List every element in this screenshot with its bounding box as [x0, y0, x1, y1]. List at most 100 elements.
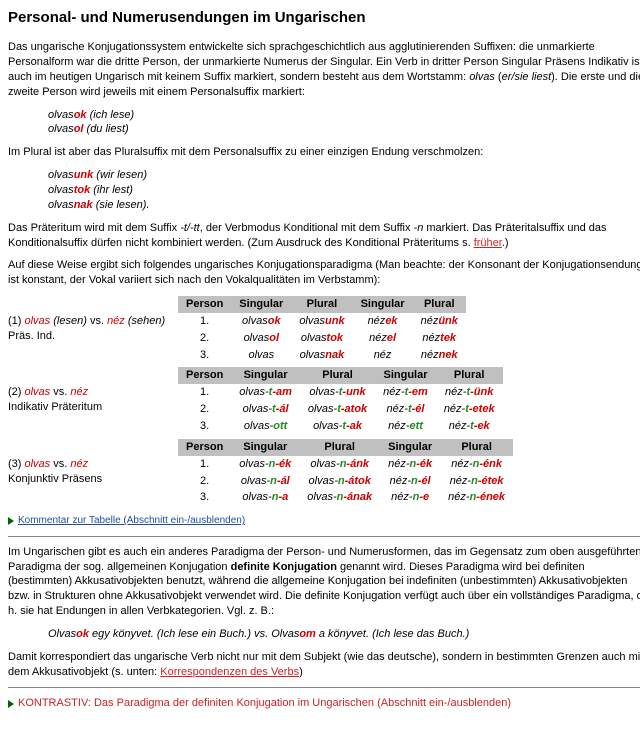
triangle-icon [8, 700, 14, 708]
conj-cell: olvas-n-ék [231, 456, 299, 473]
num: (1) [8, 315, 25, 327]
conj-cell: olvas-n-ánk [299, 456, 380, 473]
example-block-2: olvasunk (wir lesen) olvastok (ihr lest)… [48, 168, 640, 213]
conj-cell: olvasok [231, 313, 291, 330]
suffix: -t/-tt [180, 222, 200, 234]
stem: olvas [48, 199, 74, 211]
toggle-link[interactable]: Kommentar zur Tabelle (Abschnitt ein-/au… [18, 515, 245, 526]
person-cell: 1. [178, 456, 231, 473]
col-sg: Singular [231, 296, 291, 313]
conj-cell: olvas-ott [231, 418, 300, 435]
conj-cell: olvasnak [291, 347, 352, 364]
col-sg2: Singular [380, 439, 440, 456]
conj-cell: nézünk [413, 313, 466, 330]
conj-cell: néz-n-énk [440, 456, 513, 473]
table-row: 2.olvasololvastoknézelnéztek [178, 330, 466, 347]
separator [8, 687, 640, 688]
paragraph-3: Das Präteritum wird mit dem Suffix -t/-t… [8, 221, 640, 251]
paragraph-2: Im Plural ist aber das Pluralsuffix mit … [8, 145, 640, 160]
conj-cell: olvas [231, 347, 291, 364]
conj-cell: néz-n-e [380, 489, 440, 506]
col-pl2: Plural [436, 367, 503, 384]
gloss: Ich lese das Buch. [376, 628, 466, 640]
conj-cell: olvas-n-átok [299, 473, 380, 490]
text: ( [495, 71, 502, 83]
conj-cell: olvas-t-am [231, 384, 300, 401]
example-block-3: Olvasok egy könyvet. (Ich lese ein Buch.… [48, 627, 640, 642]
conj-cell: olvas-t-ak [300, 418, 375, 435]
vs: vs. [50, 386, 70, 398]
person-cell: 2. [178, 330, 231, 347]
stem: olvas [48, 109, 74, 121]
stem: Olvas [271, 628, 299, 640]
conj-cell: néz-n-él [380, 473, 440, 490]
table-3-label: (3) olvas vs. néz Konjunktiv Präsens [8, 439, 178, 487]
conj-cell: olvas-t-unk [300, 384, 375, 401]
vs: vs. [90, 315, 107, 327]
suffix: tok [74, 184, 91, 196]
conj-cell: olvastok [291, 330, 352, 347]
table-row: 2.olvas-n-álolvas-n-átoknéz-n-élnéz-n-ét… [178, 473, 513, 490]
verb: olvas [25, 458, 51, 470]
paragraph-6: Damit korrespondiert das ungarische Verb… [8, 650, 640, 680]
conj-cell: néz-t-etek [436, 401, 503, 418]
verb: olvas [25, 386, 51, 398]
paragraph-1: Das ungarische Konjugationssystem entwic… [8, 40, 640, 99]
kontrastiv-text: KONTRASTIV: Das Paradigma der definiten … [18, 697, 511, 709]
vs: vs. [50, 458, 70, 470]
suffix: om [299, 628, 316, 640]
paragraph-5: Im Ungarischen gibt es auch ein anderes … [8, 545, 640, 619]
person-cell: 3. [178, 489, 231, 506]
verb: néz [70, 386, 88, 398]
person-cell: 2. [178, 473, 231, 490]
conj-cell: néz-ett [375, 418, 436, 435]
gloss: er/sie liest [502, 71, 552, 83]
conj-cell: nézek [353, 313, 413, 330]
conj-cell: olvasol [231, 330, 291, 347]
gloss: (wir lesen) [93, 169, 147, 181]
separator [8, 536, 640, 537]
suffix: -n [414, 222, 424, 234]
table-row: 3.olvas-n-aolvas-n-ánaknéz-n-enéz-n-ének [178, 489, 513, 506]
text: Das Präteritum wird mit dem Suffix [8, 222, 180, 234]
conjugation-table-2: PersonSingularPluralSingularPlural 1.olv… [178, 367, 503, 434]
text: Damit korrespondiert das ungarische Verb… [8, 651, 640, 678]
col-pl2: Plural [413, 296, 466, 313]
conj-cell: néz-t-él [375, 401, 436, 418]
col-pl: Plural [300, 367, 375, 384]
num: (2) [8, 386, 25, 398]
suffix: unk [74, 169, 94, 181]
tense: Indikativ Präteritum [8, 401, 102, 413]
link-korrespondenzen[interactable]: Korrespondenzen des Verbs [160, 666, 299, 678]
num: (3) [8, 458, 25, 470]
gloss: Ich lese ein Buch. [161, 628, 248, 640]
person-cell: 2. [178, 401, 231, 418]
person-cell: 1. [178, 384, 231, 401]
gloss: (sie lesen). [93, 199, 150, 211]
col-sg2: Singular [353, 296, 413, 313]
toggle-kontrastiv[interactable]: KONTRASTIV: Das Paradigma der definiten … [8, 696, 640, 711]
toggle-kommentar[interactable]: Kommentar zur Tabelle (Abschnitt ein-/au… [8, 514, 640, 528]
conjugation-table-1: PersonSingularPluralSingularPlural 1.olv… [178, 296, 466, 363]
suffix: nak [74, 199, 93, 211]
col-sg: Singular [231, 367, 300, 384]
text: a könyvet. ( [316, 628, 376, 640]
stem: olvas [48, 123, 74, 135]
table-2-label: (2) olvas vs. néz Indikativ Präteritum [8, 367, 178, 415]
suffix: ol [74, 123, 84, 135]
conj-cell: néztek [413, 330, 466, 347]
text: .) [502, 237, 509, 249]
verb: olvas [25, 315, 51, 327]
text: ) vs. [247, 628, 271, 640]
table-1-label: (1) olvas (lesen) vs. néz (sehen) Präs. … [8, 296, 178, 344]
col-person: Person [178, 367, 231, 384]
link-frueher[interactable]: früher [474, 237, 502, 249]
col-person: Person [178, 296, 231, 313]
conj-cell: néznek [413, 347, 466, 364]
term-definite: definite Konjugation [231, 561, 337, 573]
verb: néz [70, 458, 88, 470]
text: , der Verbmodus Konditional mit dem Suff… [200, 222, 414, 234]
gloss: (du liest) [83, 123, 128, 135]
gloss: (lesen) [50, 315, 90, 327]
suffix: ok [74, 109, 87, 121]
